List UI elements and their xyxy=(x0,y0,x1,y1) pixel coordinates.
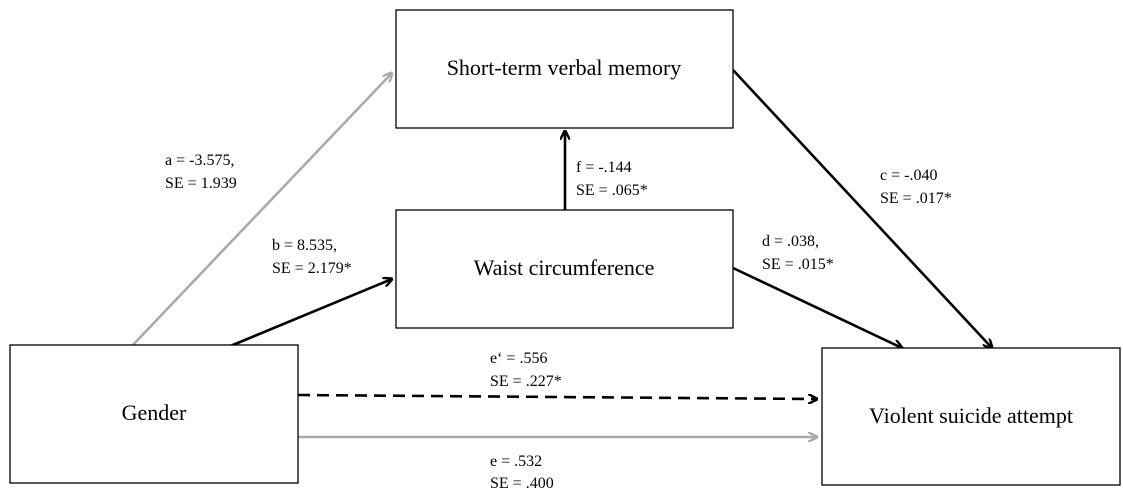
node-box xyxy=(395,9,734,129)
node-label: Gender xyxy=(122,400,187,425)
edge-coef: b = 8.535, xyxy=(272,237,337,254)
edge-se: SE = 2.179* xyxy=(272,260,352,277)
arrow-d xyxy=(732,266,902,348)
arrow-c xyxy=(732,69,992,348)
edge-se: SE = .015* xyxy=(762,256,834,273)
edge-coef: d = .038, xyxy=(762,233,819,250)
arrow-e-prime xyxy=(297,393,817,399)
node-label: Waist circumference xyxy=(474,255,655,280)
edge-coef: a = -3.575, xyxy=(165,152,234,169)
edge-coef: e‘ = .556 xyxy=(490,350,547,367)
node-label: Short-term verbal memory xyxy=(447,55,682,80)
edge-coef: f = -.144 xyxy=(576,159,632,176)
edge-se: SE = .065* xyxy=(576,182,648,199)
edge-coef: c = -.040 xyxy=(880,167,937,184)
edge-se: SE = .227* xyxy=(490,373,562,390)
edge-se: SE = .400 xyxy=(490,475,554,492)
node-label: Violent suicide attempt xyxy=(869,403,1073,428)
edge-se: SE = 1.939 xyxy=(165,175,237,192)
node-box xyxy=(821,347,1121,486)
edge-coef: e = .532 xyxy=(490,453,542,470)
edge-se: SE = .017* xyxy=(880,190,952,207)
arrow-b xyxy=(227,279,392,349)
node-box xyxy=(9,344,299,484)
arrow-a xyxy=(129,73,392,349)
node-box xyxy=(395,209,734,329)
